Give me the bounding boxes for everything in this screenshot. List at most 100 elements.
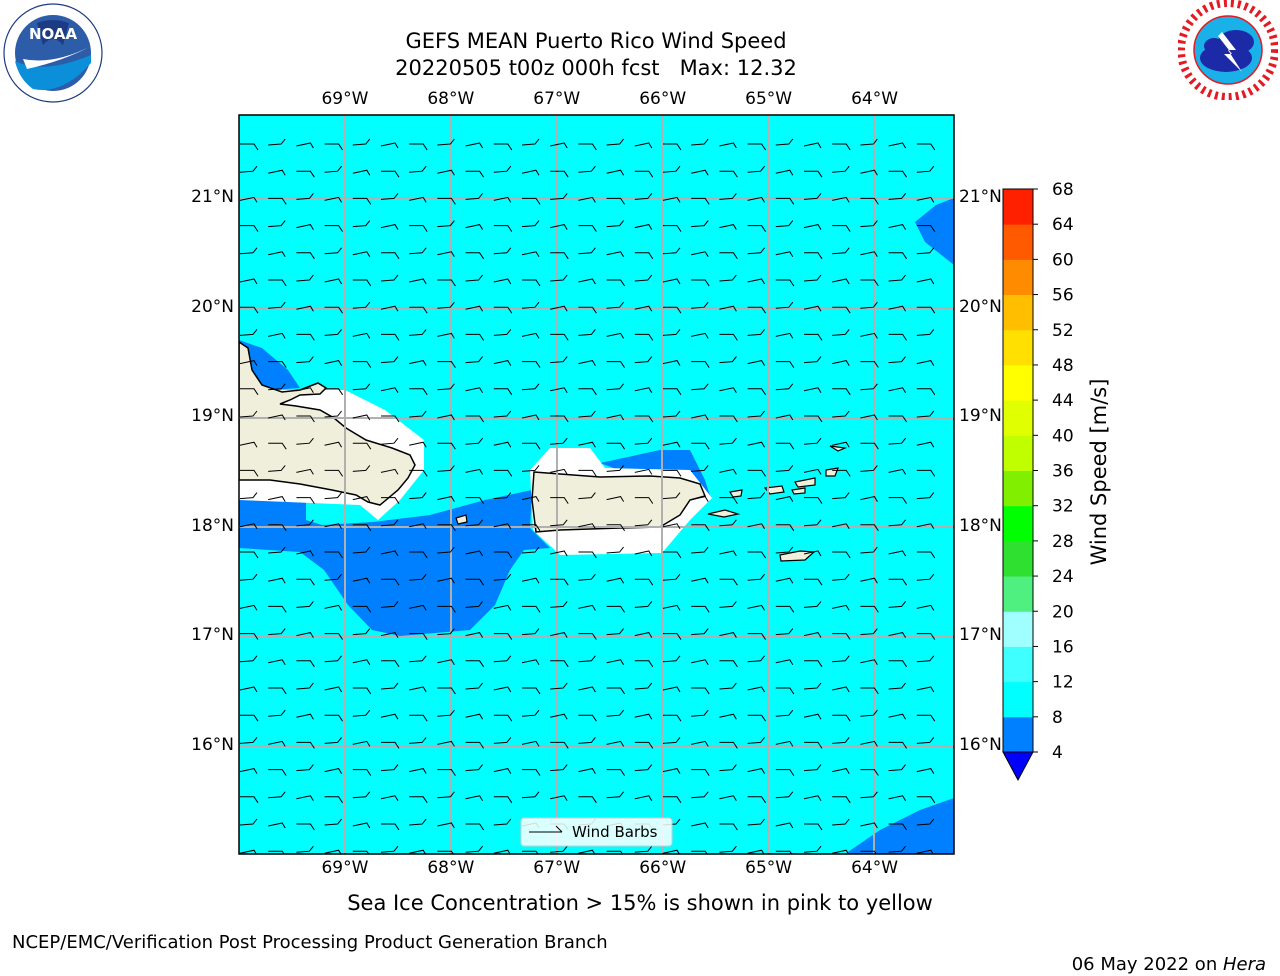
wind-barb <box>380 468 399 475</box>
wind-barb <box>465 632 484 638</box>
wind-barb <box>324 247 342 255</box>
wind-barb <box>465 252 485 260</box>
wind-barb <box>493 329 512 336</box>
wind-barb <box>521 414 540 421</box>
wind-barb <box>832 714 851 722</box>
wind-barb <box>916 278 935 285</box>
wind-barb <box>860 577 878 584</box>
wind-barb <box>380 193 399 200</box>
colorbar-bin <box>1003 646 1033 683</box>
wind-barb <box>719 550 737 557</box>
wind-barb <box>268 442 287 450</box>
wind-barb <box>324 225 344 232</box>
wind-barb <box>296 356 314 364</box>
wind-barb <box>747 196 766 203</box>
colorbar-tick-label: 8 <box>1052 708 1063 728</box>
wind-barb <box>578 247 596 255</box>
wind-barb <box>719 437 737 445</box>
wind-barb <box>832 278 850 285</box>
wind-barb <box>719 660 738 668</box>
wind-barb <box>578 551 597 559</box>
wind-barb <box>352 659 371 666</box>
wind-barb <box>860 659 878 666</box>
wind-barb <box>550 142 568 149</box>
wind-barb <box>916 247 935 255</box>
sea-ice-caption: Sea Ice Concentration > 15% is shown in … <box>347 891 933 915</box>
wind-barb <box>409 523 427 530</box>
colorbar-bin <box>1003 576 1033 612</box>
wind-barb <box>550 415 569 423</box>
wind-barb <box>409 714 428 722</box>
wind-barb <box>832 551 851 559</box>
wind-barb <box>691 850 708 854</box>
wind-barb <box>493 165 512 173</box>
wind-barb <box>832 247 850 255</box>
wind-barb <box>691 687 710 695</box>
wind-barb <box>634 713 653 720</box>
wind-barb <box>324 633 344 640</box>
x-tick-top: 69°W <box>321 89 369 109</box>
wind-barb <box>916 469 936 477</box>
wind-barb <box>860 709 878 717</box>
wind-barb <box>634 274 653 282</box>
wind-barb <box>352 577 371 584</box>
wind-barb <box>296 713 314 720</box>
wind-barb <box>747 247 765 255</box>
colorbar-bin <box>1003 294 1033 331</box>
wind-barb <box>606 769 626 776</box>
wind-barb <box>719 713 737 720</box>
barb-legend-label: Wind Barbs <box>572 823 658 841</box>
wind-barb <box>578 737 596 744</box>
wind-barb <box>409 410 427 418</box>
wind-barb <box>437 279 456 287</box>
colorbar-tick-label: 48 <box>1052 356 1074 376</box>
x-tick-bottom: 67°W <box>533 858 581 878</box>
wind-barb <box>352 332 371 339</box>
wind-barb <box>493 278 512 285</box>
wind-barb <box>663 143 682 151</box>
wind-barb <box>916 388 936 396</box>
colorbar-bin <box>1003 611 1033 647</box>
wind-barb <box>775 687 795 695</box>
wind-barb <box>775 850 793 854</box>
wind-barb <box>239 523 258 530</box>
wind-barb <box>888 170 908 178</box>
wind-barb <box>352 740 371 747</box>
wind-barb <box>775 169 794 176</box>
wind-barb <box>352 850 370 854</box>
wind-barb <box>860 332 878 339</box>
wind-barb <box>691 496 709 502</box>
wind-barb <box>409 143 428 151</box>
wind-barb <box>747 388 767 396</box>
wind-barb <box>239 165 258 173</box>
y-tick-left: 16°N <box>191 734 234 755</box>
wind-barb <box>691 279 710 287</box>
wind-barb <box>352 822 371 829</box>
wind-barb <box>268 138 286 146</box>
x-tick-top: 65°W <box>745 89 793 109</box>
wind-barb <box>296 224 314 230</box>
wind-barb <box>409 655 427 663</box>
wind-barb <box>324 604 343 611</box>
wind-barb <box>465 578 485 586</box>
wind-barb <box>832 523 850 530</box>
x-tick-bottom: 65°W <box>745 858 793 878</box>
wind-barb <box>860 628 878 636</box>
wind-barb <box>888 333 908 341</box>
wind-barb <box>662 768 681 774</box>
wind-barb <box>719 274 737 282</box>
wind-barb <box>380 224 399 230</box>
wind-barb <box>239 655 258 663</box>
wind-barb <box>268 822 286 829</box>
wind-barb <box>409 633 428 640</box>
wind-barb <box>465 142 484 149</box>
wind-barb <box>606 251 625 258</box>
wind-barb <box>747 737 765 744</box>
wind-barb <box>606 605 626 613</box>
wind-barb <box>493 604 512 611</box>
wind-barb <box>268 383 286 391</box>
wind-barb <box>860 197 879 205</box>
wind-barb <box>578 686 596 693</box>
wind-barb <box>747 551 767 559</box>
wind-barb <box>916 225 936 232</box>
